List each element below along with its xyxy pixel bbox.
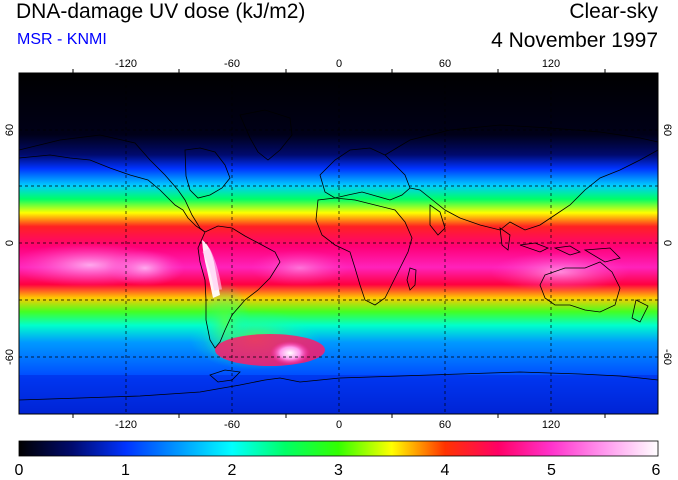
colorbar-label-5: 5 bbox=[547, 462, 556, 479]
lat-label-right-s60: -60 bbox=[661, 349, 673, 365]
colorbar-label-1: 1 bbox=[121, 462, 130, 479]
lat-label-left-0: 0 bbox=[4, 240, 16, 246]
lat-label-left-n60: 60 bbox=[4, 124, 16, 136]
lat-label-right-0: 0 bbox=[661, 240, 673, 246]
lon-label-bottom-w120: -120 bbox=[115, 419, 137, 431]
lat-label-left-s60: -60 bbox=[4, 349, 16, 365]
colorbar-label-6: 6 bbox=[652, 462, 661, 479]
credit-label: MSR - KNMI bbox=[17, 31, 107, 48]
lon-label-bottom-w60: -60 bbox=[224, 419, 240, 431]
colorbar-label-4: 4 bbox=[441, 462, 450, 479]
lat-label-right-n60: 60 bbox=[661, 124, 673, 136]
lon-label-top-0: 0 bbox=[336, 58, 342, 70]
uv-dose-field bbox=[19, 73, 658, 414]
lon-label-top-w60: -60 bbox=[224, 58, 240, 70]
sky-condition-label: Clear-sky bbox=[569, 0, 658, 23]
lon-label-bottom-e60: 60 bbox=[439, 419, 451, 431]
lon-label-bottom-e120: 120 bbox=[542, 419, 560, 431]
lon-label-bottom-0: 0 bbox=[336, 419, 342, 431]
colorbar-label-3: 3 bbox=[334, 462, 343, 479]
map-title: DNA-damage UV dose (kJ/m2) bbox=[16, 0, 306, 23]
lat-lon-grid bbox=[19, 73, 658, 414]
coastlines bbox=[19, 109, 658, 401]
map-frame bbox=[18, 72, 659, 415]
lon-label-top-e120: 120 bbox=[542, 58, 560, 70]
lon-label-top-e60: 60 bbox=[439, 58, 451, 70]
lon-label-top-w120: -120 bbox=[115, 58, 137, 70]
date-label: 4 November 1997 bbox=[491, 29, 658, 52]
frame-ticks bbox=[72, 69, 606, 418]
colorbar-label-0: 0 bbox=[15, 462, 24, 479]
colorbar bbox=[18, 440, 659, 457]
colorbar-label-2: 2 bbox=[228, 462, 237, 479]
